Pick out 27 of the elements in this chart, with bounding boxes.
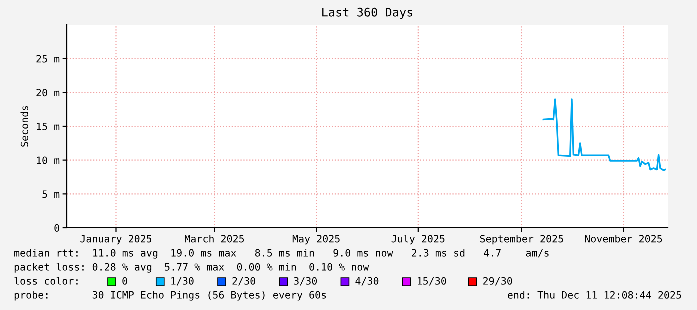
y-tick-label: 20 m: [36, 89, 60, 97]
text: median rtt: 11.0 ms avg 19.0 ms max 8.5 ms min 9.0 ms now 2.3 ms sd 4.7 am/s: [14, 249, 549, 259]
y-tick-label: 0: [54, 224, 60, 232]
x-tick-label: January 2025: [80, 235, 152, 245]
y-tick-label: 10 m: [37, 156, 60, 164]
x-tick-label: July 2025: [392, 234, 445, 245]
line-series: [542, 98, 666, 172]
legend-label: 4/30: [356, 277, 379, 286]
y-axis-title: Seconds: [20, 106, 28, 147]
legend-label: 3/30: [294, 277, 318, 286]
legend-label: 15/30: [418, 277, 446, 286]
legend-label: 0: [122, 277, 128, 285]
x-tick-label: September 2025: [480, 235, 564, 245]
legend-title: loss color:: [14, 277, 78, 285]
text: end: Thu Dec 11 12:08:44 2025: [508, 291, 682, 299]
legend-label: 2/30: [232, 277, 256, 286]
legend-label: 29/30: [484, 277, 512, 286]
y-tick-label: 5 m: [42, 190, 60, 198]
legend-label: 1/30: [172, 277, 194, 286]
chart-title: Last 360 Days: [322, 8, 413, 20]
text: probe: 30 ICMP Echo Pings (56 Bytes) every 60s: [14, 291, 326, 301]
x-tick-label: November 2025: [585, 235, 662, 243]
x-tick-label: May 2025: [292, 235, 340, 245]
x-tick-label: March 2025: [185, 235, 244, 243]
text: packet loss: 0.28 % avg 5.77 % max 0.00 % min 0.10 % now: [14, 263, 370, 273]
y-tick-label: 15 m: [37, 123, 60, 130]
y-tick-label: 25 m: [36, 55, 60, 63]
